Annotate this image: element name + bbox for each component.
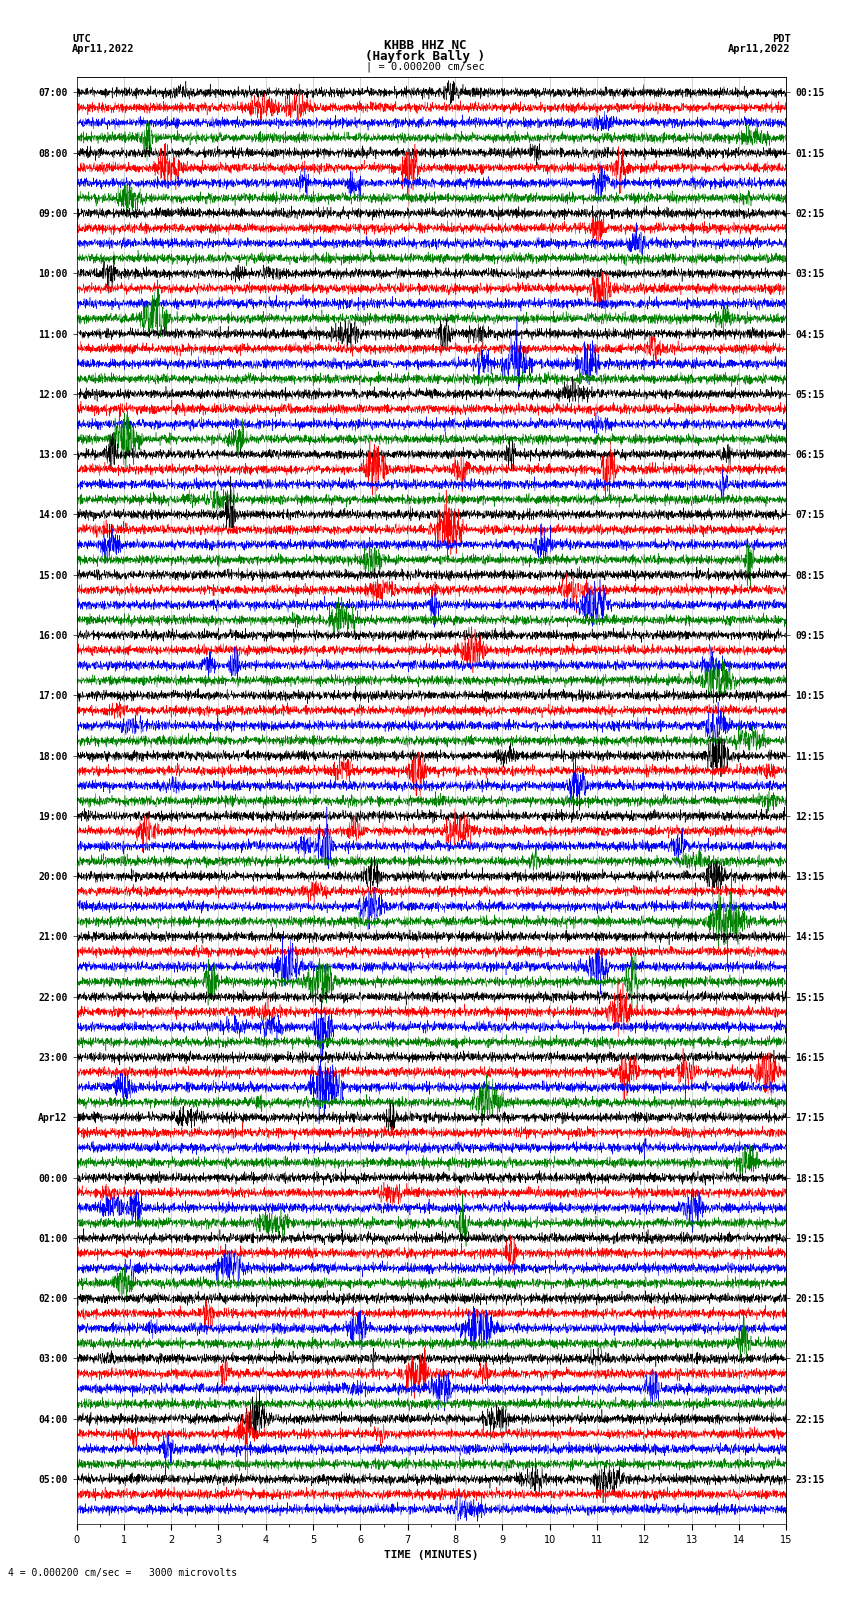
Text: Apr11,2022: Apr11,2022 bbox=[72, 44, 135, 53]
X-axis label: TIME (MINUTES): TIME (MINUTES) bbox=[384, 1550, 479, 1560]
Text: (Hayfork Bally ): (Hayfork Bally ) bbox=[365, 50, 485, 63]
Text: Apr11,2022: Apr11,2022 bbox=[728, 44, 791, 53]
Text: UTC: UTC bbox=[72, 34, 91, 44]
Text: PDT: PDT bbox=[772, 34, 791, 44]
Text: | = 0.000200 cm/sec: | = 0.000200 cm/sec bbox=[366, 61, 484, 73]
Text: KHBB HHZ NC: KHBB HHZ NC bbox=[383, 39, 467, 52]
Text: 4 = 0.000200 cm/sec =   3000 microvolts: 4 = 0.000200 cm/sec = 3000 microvolts bbox=[8, 1568, 238, 1578]
